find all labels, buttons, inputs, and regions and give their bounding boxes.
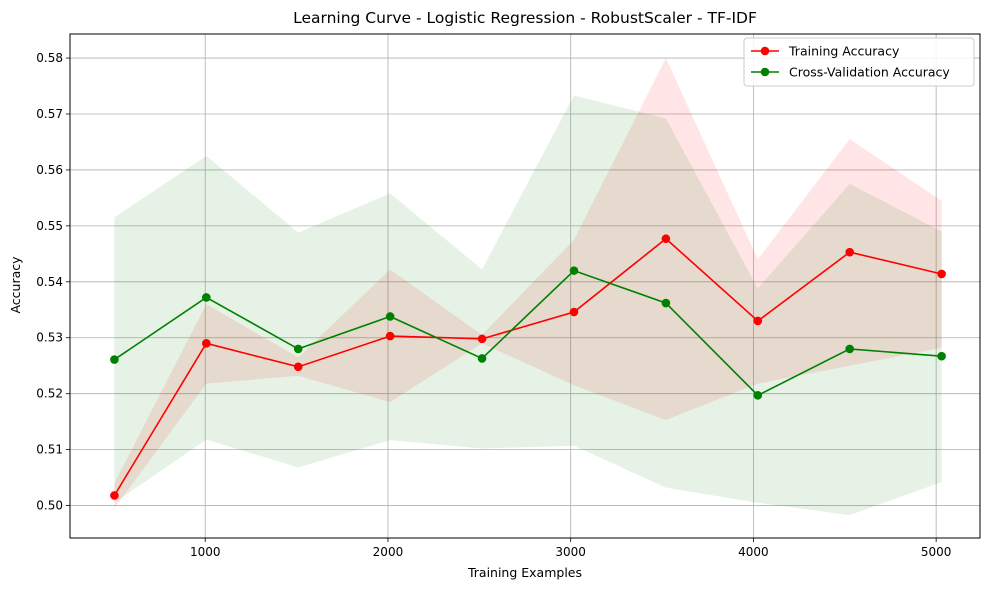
chart-title: Learning Curve - Logistic Regression - R…	[293, 9, 757, 27]
axis-ticks: 1000 2000 3000 4000 5000 0.50 0.51 0.52 0.53 0.54…	[36, 51, 951, 559]
training-accuracy-band	[114, 58, 942, 509]
x-tick-label: 1000	[190, 545, 221, 559]
y-tick-label: 0.50	[36, 499, 63, 513]
series-lines	[113, 237, 942, 496]
training-accuracy-point	[661, 234, 671, 244]
plot-area-frame	[69, 33, 981, 539]
legend-label-cross-validation-accuracy: Cross-Validation Accuracy	[789, 65, 950, 80]
cross-validation-accuracy-point	[937, 351, 946, 361]
y-tick-label: 0.54	[36, 275, 63, 289]
cross-validation-accuracy-point	[845, 344, 855, 354]
cross-validation-accuracy-line	[113, 269, 942, 397]
training-accuracy-line	[113, 237, 942, 496]
training-accuracy-point	[293, 362, 303, 372]
training-accuracy-point	[753, 316, 763, 326]
y-tick-label: 0.58	[36, 51, 63, 65]
training-accuracy-point	[569, 307, 579, 317]
cross-validation-accuracy-point	[202, 293, 211, 302]
legend: Training Accuracy Cross-Validation Accura…	[743, 37, 975, 87]
cross-validation-accuracy-band	[114, 95, 942, 516]
confidence-bands	[114, 58, 942, 516]
legend-box	[743, 37, 975, 87]
grid-lines	[70, 34, 980, 538]
y-tick-label: 0.57	[36, 107, 63, 121]
x-axis-label: Training Examples	[467, 565, 582, 580]
cross-validation-accuracy-point	[477, 354, 487, 363]
y-tick-label: 0.53	[36, 331, 63, 345]
legend-marker-cross-validation-accuracy	[760, 67, 770, 77]
x-tick-label: 2000	[373, 545, 404, 559]
y-tick-label: 0.55	[36, 219, 63, 233]
cross-validation-accuracy-point	[110, 355, 119, 364]
x-tick-label: 5000	[921, 545, 952, 559]
training-accuracy-point	[845, 247, 855, 257]
legend-label-training-accuracy: Training Accuracy	[788, 44, 900, 59]
training-accuracy-point	[477, 334, 487, 344]
training-accuracy-point	[385, 331, 395, 341]
y-tick-label: 0.52	[36, 387, 63, 401]
cross-validation-accuracy-point	[753, 391, 763, 400]
training-accuracy-point	[937, 269, 946, 279]
y-tick-label: 0.51	[36, 443, 63, 457]
training-accuracy-point	[202, 339, 211, 348]
y-axis-label: Accuracy	[8, 256, 23, 314]
x-tick-label: 4000	[738, 545, 769, 559]
training-accuracy-point	[110, 491, 119, 500]
y-tick-label: 0.56	[36, 163, 63, 177]
cross-validation-accuracy-point	[661, 298, 671, 308]
cross-validation-accuracy-point	[385, 312, 395, 321]
legend-marker-training-accuracy	[760, 46, 770, 56]
cross-validation-accuracy-point	[293, 344, 303, 354]
series-points	[110, 234, 946, 500]
cross-validation-accuracy-point	[569, 266, 579, 275]
x-tick-label: 3000	[555, 545, 586, 559]
